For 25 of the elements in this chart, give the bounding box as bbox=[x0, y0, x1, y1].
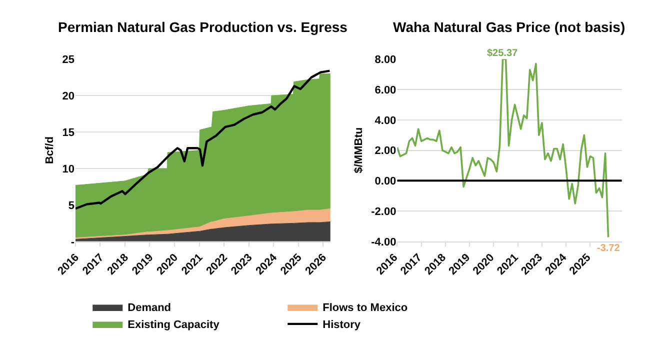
y-tick-label: 15 bbox=[62, 126, 74, 139]
y-axis-title: $/MMBtu bbox=[352, 127, 365, 174]
y-axis-title: Bcf/d bbox=[44, 136, 56, 164]
legend-label: Flows to Mexico bbox=[322, 302, 408, 314]
y-tick-label: -2.00 bbox=[371, 206, 396, 218]
line-series bbox=[75, 70, 330, 210]
line-series bbox=[397, 59, 610, 238]
chart-title: Permian Natural Gas Production vs. Egress bbox=[58, 19, 348, 35]
annotation: $25.37 bbox=[487, 48, 518, 59]
y-tick-label: 10 bbox=[62, 163, 74, 176]
y-tick-label: 8.00 bbox=[374, 54, 396, 66]
y-tick-label: 20 bbox=[62, 90, 74, 102]
y-tick-label: -4.00 bbox=[371, 236, 396, 248]
chart-title: Waha Natural Gas Price (not basis) bbox=[393, 19, 626, 35]
y-tick-label: - bbox=[70, 236, 75, 248]
y-tick-label: 4.00 bbox=[374, 114, 396, 127]
y-tick-label: 2.00 bbox=[374, 145, 396, 158]
annotation: -3.72 bbox=[597, 243, 620, 254]
legend-label: Existing Capacity bbox=[128, 319, 220, 332]
y-tick-label: 5 bbox=[68, 200, 74, 212]
legend-label: Demand bbox=[128, 302, 172, 314]
legend-label: History bbox=[322, 319, 362, 332]
y-tick-label: 6.00 bbox=[374, 84, 396, 96]
y-tick-label: 0.00 bbox=[374, 176, 396, 188]
y-tick-label: 25 bbox=[62, 54, 74, 66]
